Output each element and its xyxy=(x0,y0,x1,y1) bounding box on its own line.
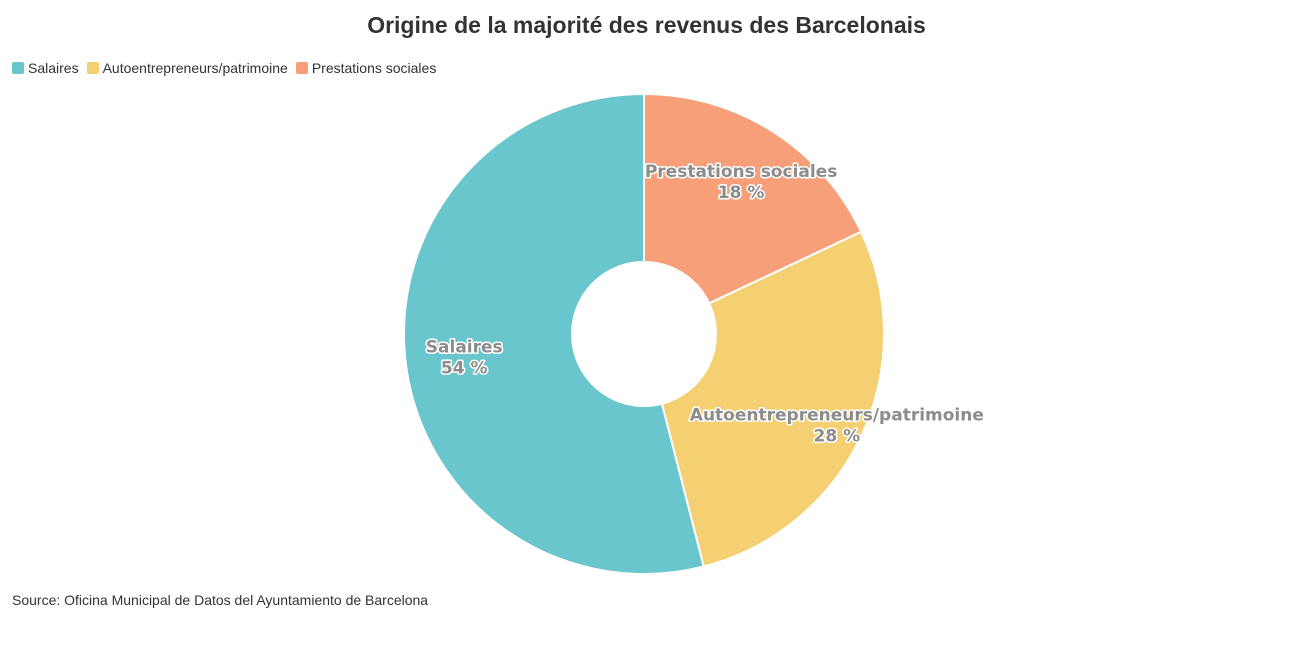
donut-slices xyxy=(403,92,885,575)
slice-value-prestations: 18 % xyxy=(718,183,765,203)
slice-label-autoentrepreneurs: Autoentrepreneurs/patrimoine xyxy=(690,406,984,426)
slice-value-autoentrepreneurs: 28 % xyxy=(814,427,861,447)
legend-label-prestations: Prestations sociales xyxy=(311,60,437,76)
slice-label-prestations: Prestations sociales xyxy=(645,162,838,182)
legend-swatch-salaires xyxy=(12,62,24,74)
legend-label-autoentrepreneurs: Autoentrepreneurs/patrimoine xyxy=(102,60,288,76)
slice-value-salaires: 54 % xyxy=(441,359,488,379)
legend: Salaires Autoentrepreneurs/patrimoine Pr… xyxy=(12,60,444,76)
chart-title: Origine de la majorité des revenus des B… xyxy=(367,12,926,38)
legend-swatch-autoentrepreneurs xyxy=(86,62,99,74)
slice-label-salaires: Salaires xyxy=(426,338,503,358)
legend-label-salaires: Salaires xyxy=(28,60,79,76)
slice-autoentrepreneurs[interactable] xyxy=(660,230,885,568)
legend-swatch-prestations xyxy=(295,62,308,74)
slice-salaires[interactable] xyxy=(403,92,705,575)
legend-item-prestations[interactable]: Prestations sociales xyxy=(295,60,437,76)
source-note: Source: Oficina Municipal de Datos del A… xyxy=(12,592,429,608)
legend-item-autoentrepreneurs[interactable]: Autoentrepreneurs/patrimoine xyxy=(86,60,288,76)
slice-prestations[interactable] xyxy=(643,92,863,305)
legend-item-salaires[interactable]: Salaires xyxy=(12,60,79,76)
